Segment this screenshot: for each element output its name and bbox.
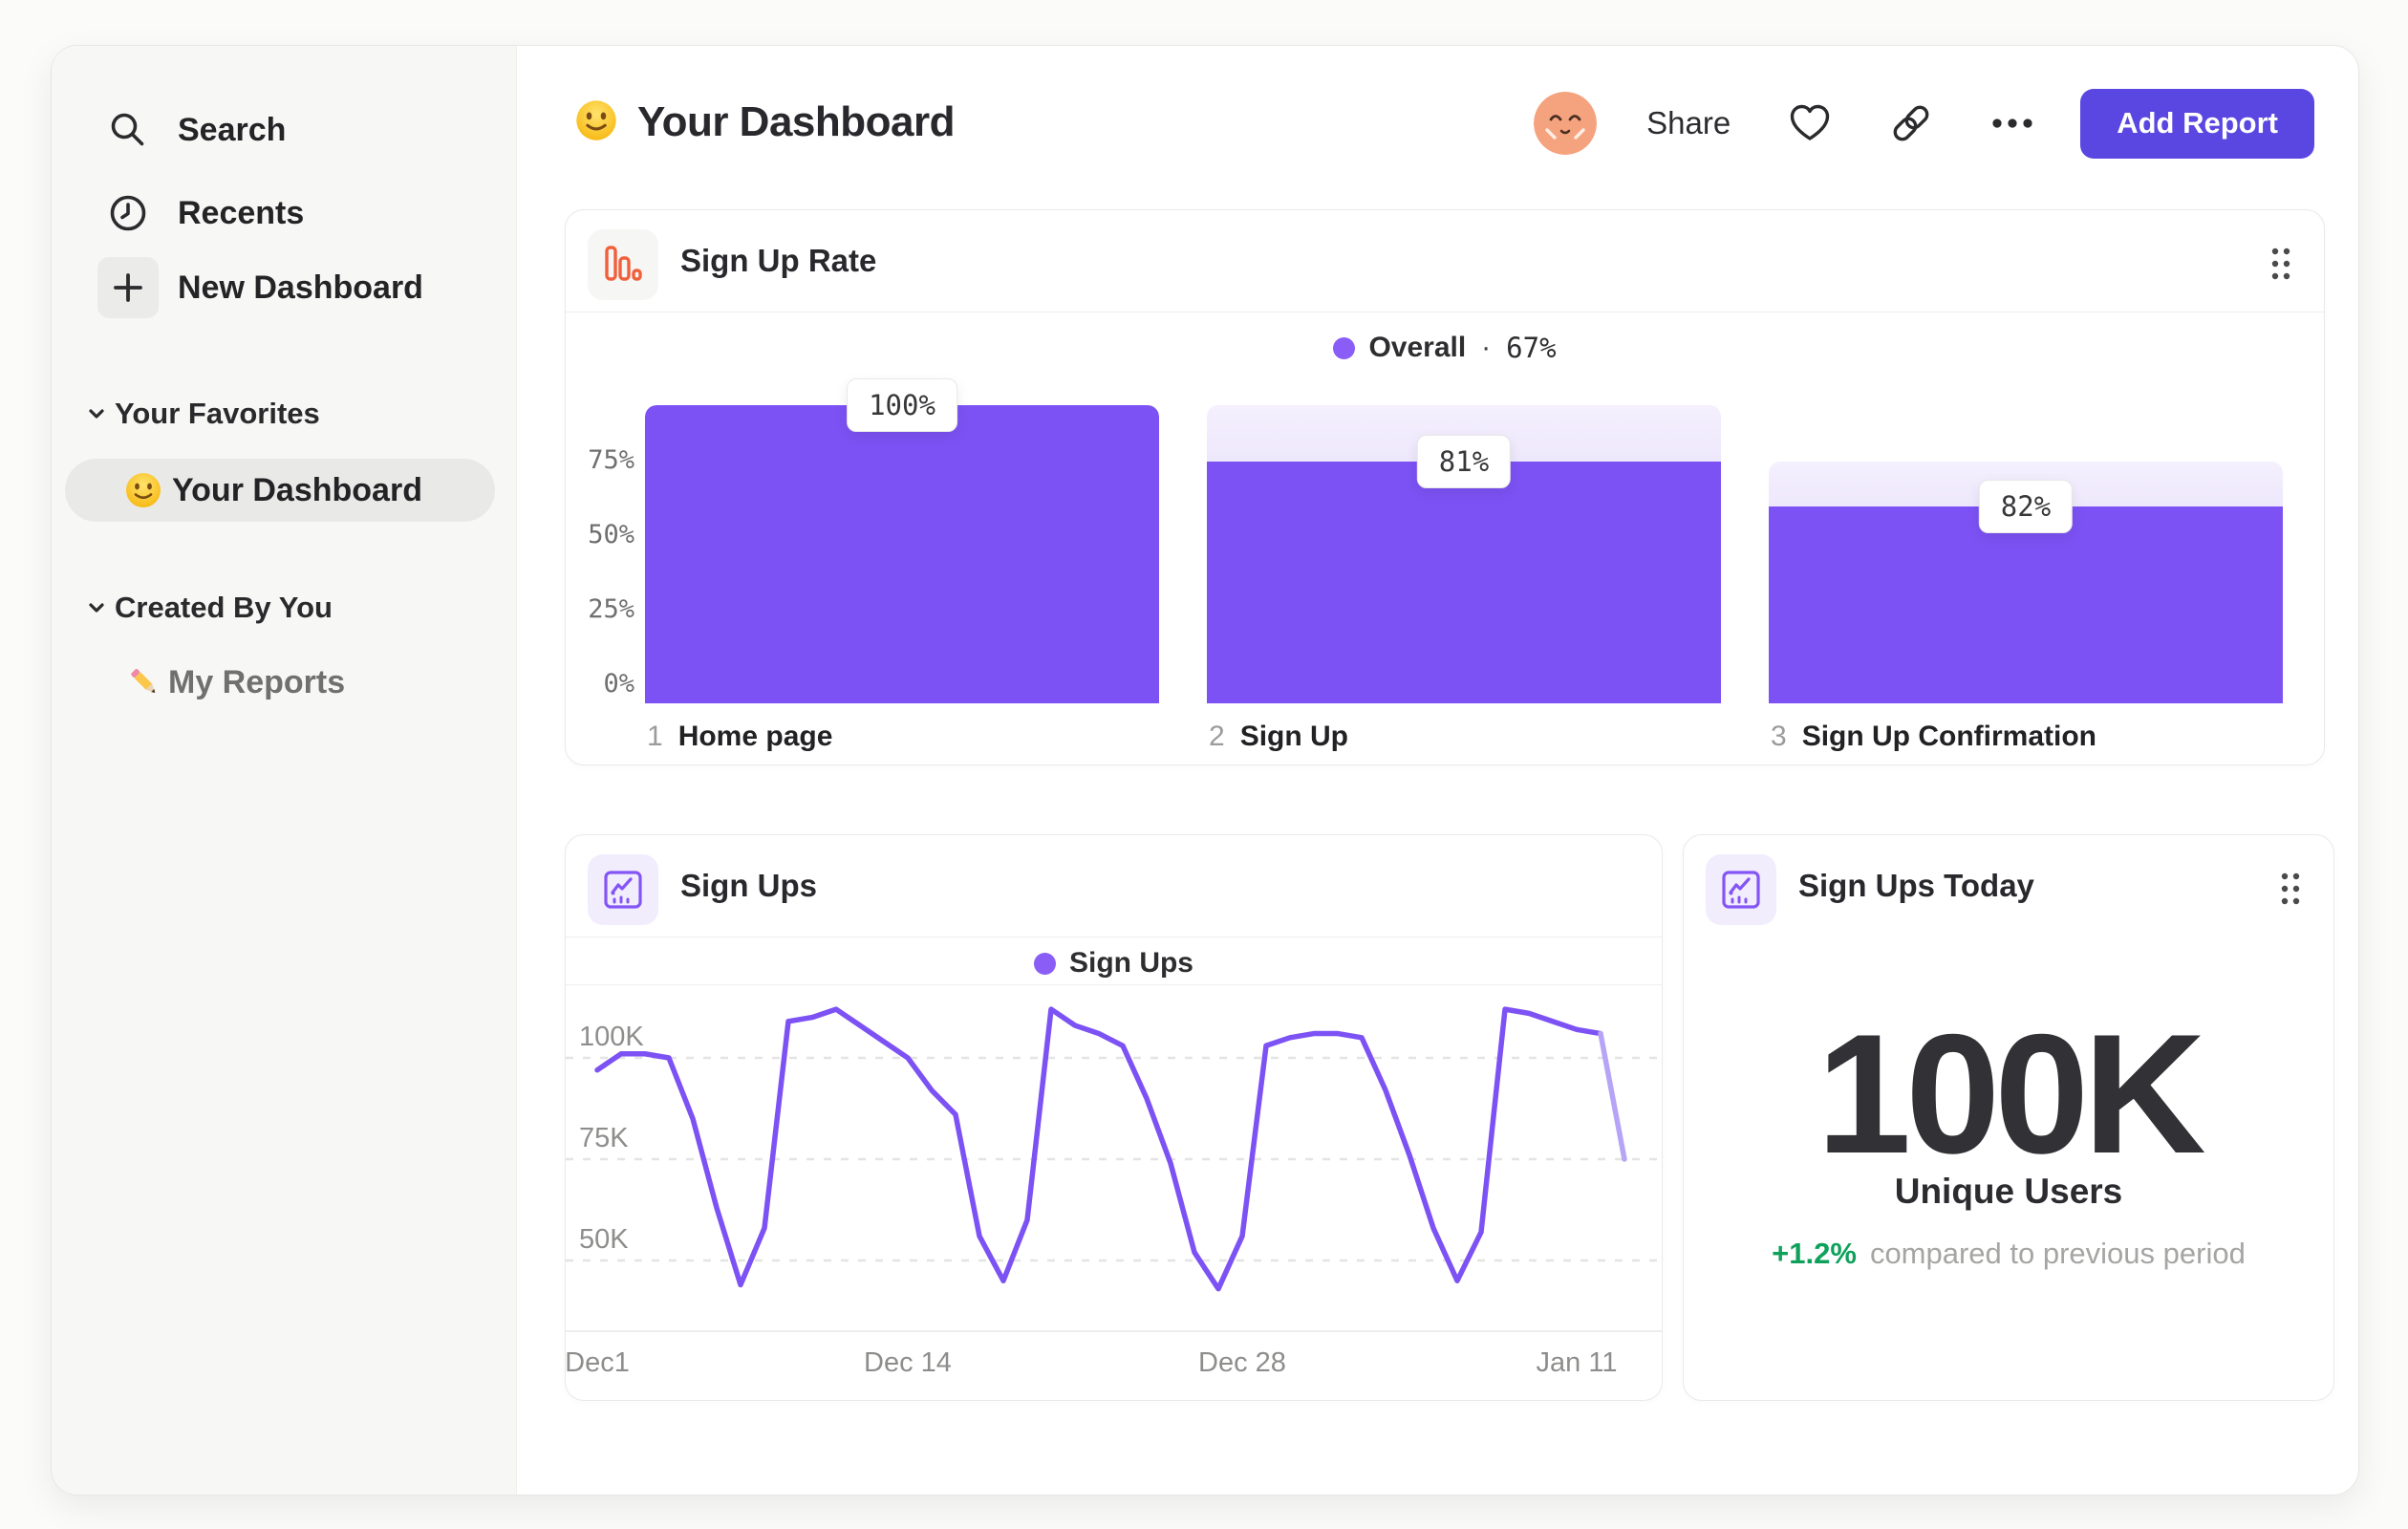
legend-dot (1333, 336, 1356, 359)
legend: Sign Ups (566, 942, 1662, 985)
add-report-button[interactable]: Add Report (2080, 88, 2314, 159)
x-axis-tick: Dec1 (565, 1347, 630, 1378)
y-axis-tick: 50K (579, 1224, 629, 1255)
sidebar-item-search[interactable]: Search (52, 99, 516, 161)
step-number: 2 (1209, 721, 1225, 752)
sidebar: Search Recents New Dashboard Your Favori… (52, 46, 517, 1495)
legend-label: Overall (1368, 332, 1467, 363)
step-label: Home page (677, 721, 833, 752)
step-number: 1 (647, 721, 663, 752)
chevron-down-icon (86, 597, 107, 618)
card-title: Sign Ups Today (1798, 868, 2034, 903)
y-axis-tick: 75% (588, 445, 634, 475)
sidebar-item-label: Your Dashboard (172, 471, 422, 508)
signups-card: Sign Ups Sign Ups 100K 75K 50K Dec1 Dec 14 De… (565, 834, 1663, 1401)
legend-value: 67% (1506, 332, 1557, 364)
more-options-icon[interactable] (1990, 101, 2034, 145)
y-axis-tick: 25% (588, 594, 634, 624)
signup-rate-card: Sign Up Rate Overall · 67% 75% 50% 25% 0% 10… (565, 209, 2325, 765)
sidebar-section-label: Your Favorites (115, 397, 320, 430)
sidebar-item-label: Recents (178, 194, 305, 231)
signup-rate-card-header: Sign Up Rate (566, 210, 2324, 312)
smiley-emoji-icon (124, 471, 162, 509)
x-axis-tick: Dec 28 (1198, 1347, 1286, 1378)
y-axis-tick: 75K (579, 1123, 629, 1153)
line-series (594, 1006, 1603, 1292)
funnel-bar-fill (645, 405, 1159, 703)
funnel-bar[interactable] (645, 405, 1159, 703)
header-actions: Share Add Report (1534, 86, 2314, 161)
bar-value-tooltip: 81% (1416, 435, 1512, 489)
signups-plot: 100K 75K 50K Dec1 Dec 14 Dec 28 Jan 11 (565, 835, 1662, 1400)
app-window: Search Recents New Dashboard Your Favori… (51, 45, 2359, 1496)
bar-value-tooltip: 82% (1978, 480, 2074, 534)
signups-today-card-header: Sign Ups Today (1684, 835, 2333, 937)
sidebar-item-recents[interactable]: Recents (52, 183, 516, 244)
page-title-text: Your Dashboard (637, 98, 956, 145)
x-axis-label: 1 Home page (647, 721, 832, 753)
chevron-down-icon (86, 403, 107, 424)
smiley-emoji-icon (574, 98, 618, 147)
step-label: Sign Up Confirmation (1801, 721, 2096, 752)
link-icon[interactable] (1889, 101, 1933, 145)
x-axis-label: 2 Sign Up (1209, 721, 1348, 753)
signups-today-card: Sign Ups Today 100K Unique Users +1.2% c… (1683, 834, 2334, 1401)
y-axis-tick: 50% (588, 520, 634, 549)
metric-label: Unique Users (1894, 1172, 2123, 1211)
share-button[interactable]: Share (1646, 105, 1731, 140)
pencil-emoji-icon (126, 663, 164, 701)
x-axis-tick: Dec 14 (864, 1347, 952, 1378)
sidebar-section-created-by-you[interactable]: Created By You (52, 586, 516, 630)
legend: Overall · 67% (566, 329, 2324, 367)
signups-card-header: Sign Ups (566, 835, 1662, 937)
metric-value: 100K (1817, 999, 2206, 1189)
drag-handle-icon[interactable] (2270, 247, 2291, 286)
page-title: Your Dashboard (574, 91, 956, 154)
drag-handle-icon[interactable] (2280, 872, 2301, 911)
legend-dot (1033, 952, 1056, 975)
sidebar-section-label: Created By You (115, 591, 333, 624)
plus-icon (97, 257, 159, 318)
line-series-incomplete (1598, 1030, 1627, 1162)
sidebar-item-label: Search (178, 111, 287, 148)
funnel-bar[interactable] (1207, 405, 1721, 703)
line-chart-icon (1706, 854, 1776, 925)
search-icon (97, 99, 159, 161)
x-axis-label: 3 Sign Up Confirmation (1771, 721, 2096, 753)
step-label: Sign Up (1239, 721, 1349, 752)
sidebar-item-new-dashboard[interactable]: New Dashboard (52, 257, 516, 318)
y-axis-tick: 0% (603, 669, 634, 699)
sidebar-item-my-reports[interactable]: My Reports (52, 656, 516, 709)
heart-icon[interactable] (1788, 101, 1832, 145)
sidebar-item-label: My Reports (168, 663, 346, 700)
sidebar-section-your-favorites[interactable]: Your Favorites (52, 392, 516, 436)
avatar[interactable] (1534, 92, 1598, 155)
funnel-bar-fill (1769, 506, 2283, 703)
sidebar-item-label: New Dashboard (178, 269, 423, 306)
funnel-bar-fill (1207, 462, 1721, 703)
sidebar-item-your-dashboard[interactable]: Your Dashboard (65, 459, 495, 522)
y-axis-tick: 100K (579, 1022, 644, 1052)
signups-line-chart (566, 1006, 1662, 1332)
card-title: Sign Ups (680, 868, 818, 903)
bar-value-tooltip: 100% (847, 378, 957, 432)
metric-delta: +1.2% compared to previous period (1684, 1237, 2333, 1271)
legend-label: Sign Ups (1068, 947, 1193, 979)
x-axis-tick: Jan 11 (1536, 1347, 1618, 1378)
step-number: 3 (1771, 721, 1787, 752)
bar-chart-icon (588, 229, 658, 300)
signup-rate-plot: 75% 50% 25% 0% 100% 1 Home page 81% 2 Sign Up 82% 3… (566, 210, 2324, 764)
line-chart-icon (588, 854, 658, 925)
delta-label: compared to previous period (1869, 1237, 2246, 1270)
legend-separator: · (1481, 332, 1492, 363)
delta-value: +1.2% (1772, 1237, 1857, 1270)
card-title: Sign Up Rate (680, 243, 877, 278)
clock-icon (97, 183, 159, 244)
